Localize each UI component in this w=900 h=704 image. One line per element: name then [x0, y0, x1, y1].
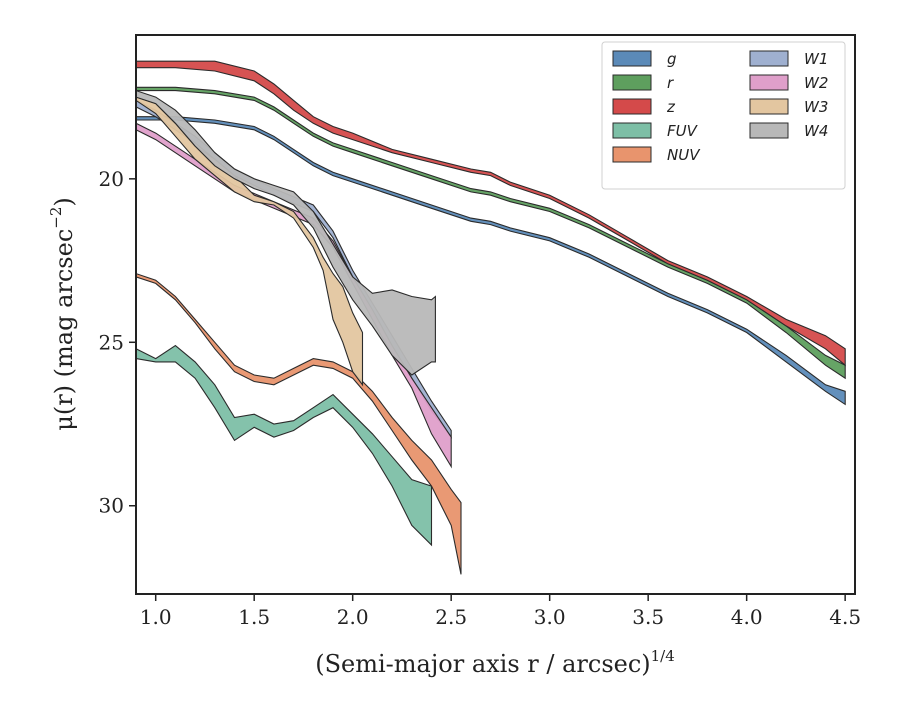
- legend-swatch: [612, 50, 652, 67]
- legend-label: W4: [804, 122, 828, 140]
- area-fuv: [136, 344, 433, 547]
- legend-swatch: [612, 146, 652, 163]
- x-axis-label-exponent: 1/4: [651, 647, 675, 665]
- x-tick-label: 4.0: [731, 605, 763, 629]
- y-axis-label: μ(r) (mag arcsec−2): [47, 197, 78, 431]
- x-axis-label: (Semi-major axis r / arcsec)1/4: [315, 647, 675, 678]
- area-r: [136, 86, 846, 380]
- legend-swatch: [612, 98, 652, 115]
- x-tick-label: 3.0: [534, 605, 566, 629]
- legend-label: r: [667, 74, 674, 92]
- legend-item-nuv: NUV: [612, 146, 701, 164]
- legend-label: W3: [804, 98, 828, 116]
- legend-item-r: r: [612, 74, 674, 92]
- legend-item-w3: W3: [749, 98, 828, 116]
- area-g: [136, 116, 846, 406]
- x-axis-ticks: 1.0 1.5 2.0 2.5 3.0 3.5 4.0 4.5: [140, 594, 861, 629]
- legend-label: NUV: [667, 146, 701, 164]
- legend-item-w4: W4: [749, 122, 828, 140]
- legend-item-w1: W1: [749, 50, 828, 68]
- y-tick-label: 25: [99, 330, 124, 354]
- x-tick-label: 3.5: [632, 605, 664, 629]
- y-axis-ticks: 20 25 30: [99, 167, 136, 518]
- y-tick-label: 20: [99, 167, 124, 191]
- plot-frame: [135, 34, 856, 595]
- legend-swatch: [749, 122, 789, 139]
- legend-item-w2: W2: [749, 74, 828, 92]
- legend-swatch: [612, 74, 652, 91]
- x-tick-label: 1.5: [238, 605, 270, 629]
- legend-swatch: [749, 74, 789, 91]
- legend-item-g: g: [612, 50, 677, 68]
- area-w4: [136, 90, 436, 376]
- legend-label: W1: [804, 50, 828, 68]
- legend-label: z: [666, 98, 676, 116]
- y-axis-label-exponent: −2: [47, 207, 65, 229]
- legend: grz FUV NUV W1 W2 W3 W4: [601, 41, 846, 190]
- legend-swatch: [749, 98, 789, 115]
- legend-item-z: z: [612, 98, 676, 116]
- x-tick-label: 2.5: [435, 605, 467, 629]
- y-tick-label: 30: [99, 494, 124, 518]
- series-areas: [136, 60, 846, 575]
- legend-swatch: [612, 122, 652, 139]
- legend-item-fuv: FUV: [612, 122, 699, 140]
- area-nuv: [136, 273, 462, 575]
- x-tick-label: 2.0: [337, 605, 369, 629]
- x-tick-label: 4.5: [829, 605, 861, 629]
- legend-label: W2: [804, 74, 828, 92]
- area-z: [136, 60, 846, 367]
- legend-label: g: [667, 50, 677, 68]
- legend-label: FUV: [667, 122, 699, 140]
- legend-swatch: [749, 50, 789, 67]
- x-tick-label: 1.0: [140, 605, 172, 629]
